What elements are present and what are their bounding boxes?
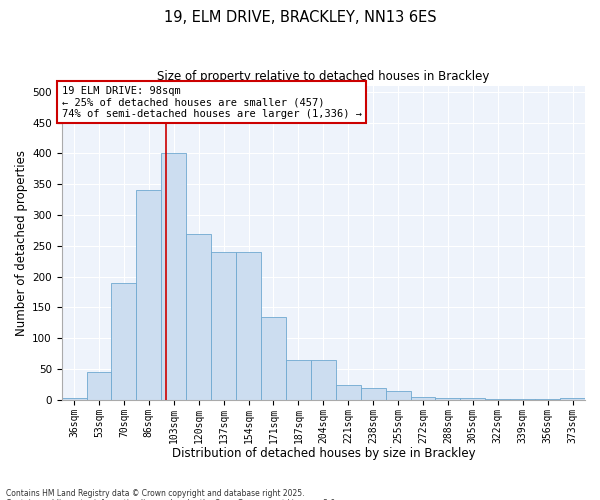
- Y-axis label: Number of detached properties: Number of detached properties: [15, 150, 28, 336]
- Text: 19, ELM DRIVE, BRACKLEY, NN13 6ES: 19, ELM DRIVE, BRACKLEY, NN13 6ES: [164, 10, 436, 25]
- Bar: [410, 397, 436, 400]
- Text: Contains public sector information licensed under the Open Government Licence v3: Contains public sector information licen…: [6, 498, 338, 500]
- Bar: [86, 372, 112, 400]
- Bar: [112, 283, 136, 400]
- Bar: [236, 252, 261, 400]
- Bar: [386, 390, 410, 400]
- Bar: [261, 316, 286, 400]
- Bar: [286, 360, 311, 400]
- Bar: [161, 154, 186, 400]
- Text: Contains HM Land Registry data © Crown copyright and database right 2025.: Contains HM Land Registry data © Crown c…: [6, 488, 305, 498]
- Bar: [510, 398, 535, 400]
- Bar: [485, 398, 510, 400]
- Title: Size of property relative to detached houses in Brackley: Size of property relative to detached ho…: [157, 70, 490, 83]
- Bar: [311, 360, 336, 400]
- Bar: [136, 190, 161, 400]
- Bar: [361, 388, 386, 400]
- Bar: [460, 398, 485, 400]
- Bar: [436, 398, 460, 400]
- Bar: [336, 384, 361, 400]
- X-axis label: Distribution of detached houses by size in Brackley: Distribution of detached houses by size …: [172, 447, 475, 460]
- Bar: [211, 252, 236, 400]
- Text: 19 ELM DRIVE: 98sqm
← 25% of detached houses are smaller (457)
74% of semi-detac: 19 ELM DRIVE: 98sqm ← 25% of detached ho…: [62, 86, 362, 119]
- Bar: [186, 234, 211, 400]
- Bar: [560, 398, 585, 400]
- Bar: [62, 398, 86, 400]
